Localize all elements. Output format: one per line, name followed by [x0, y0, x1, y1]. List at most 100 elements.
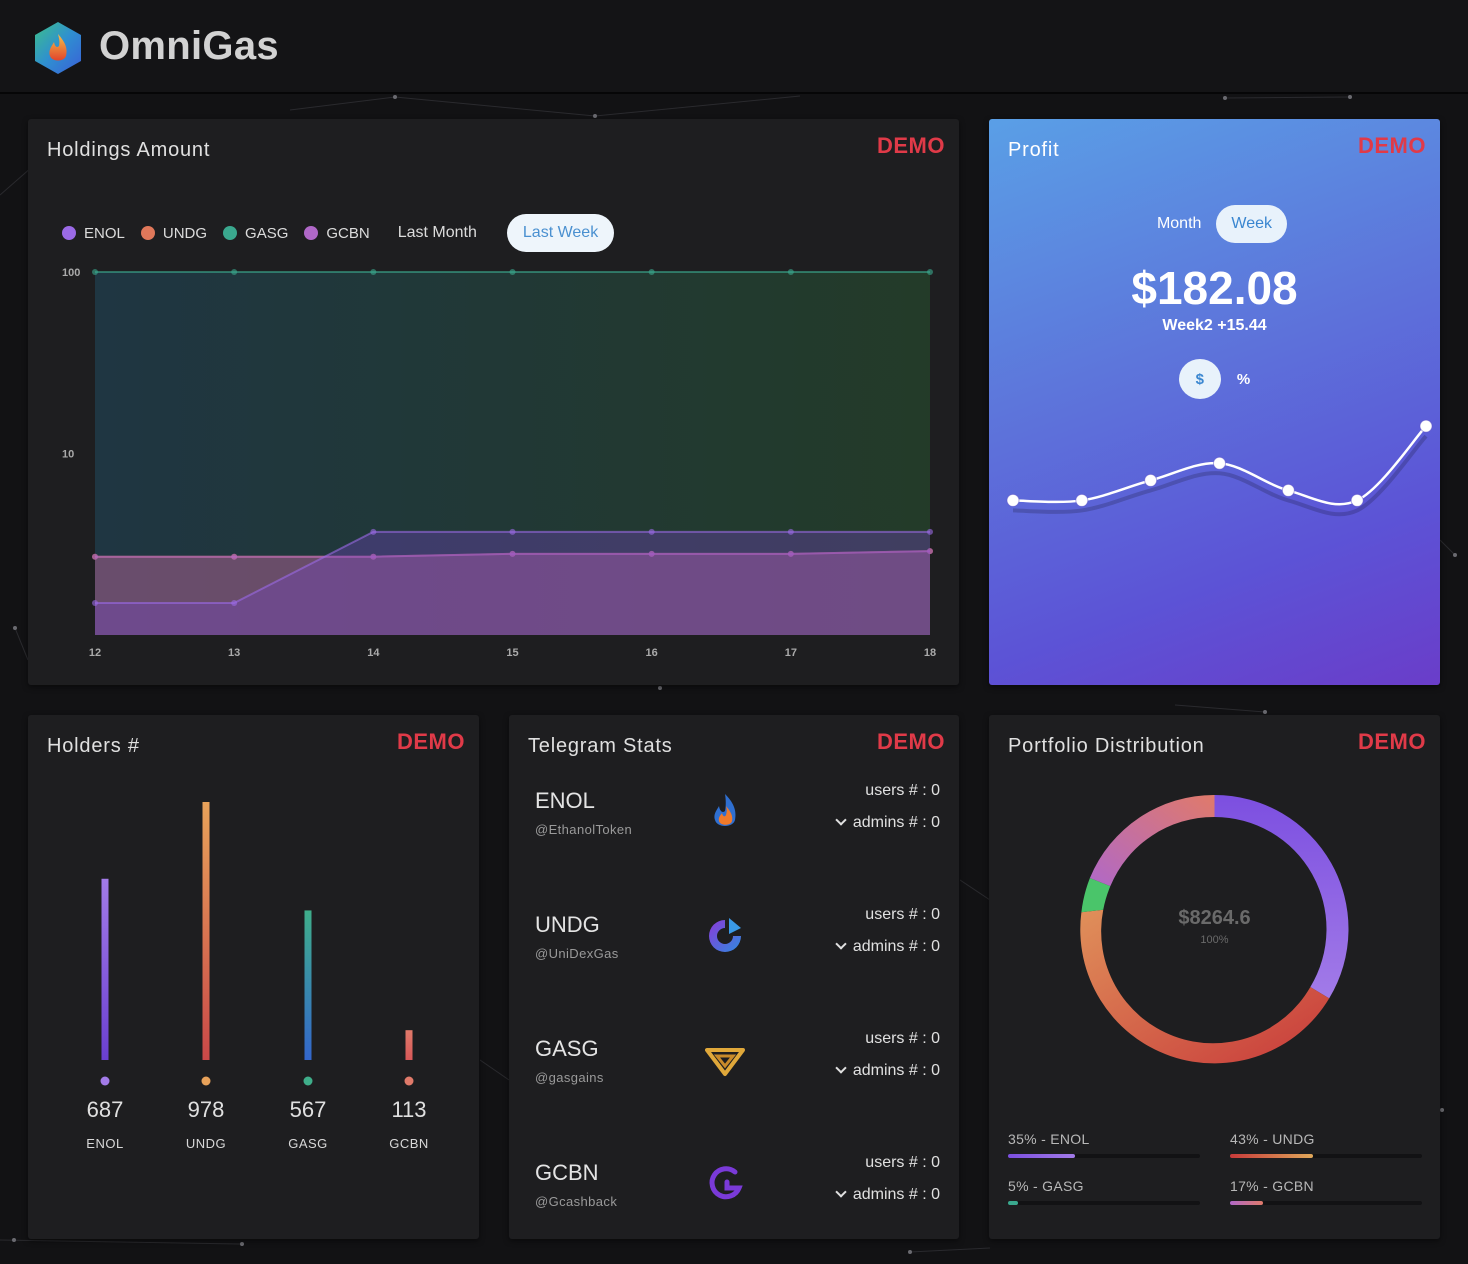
flame-icon [714, 794, 736, 826]
portfolio-title: Portfolio Distribution [1008, 735, 1205, 757]
telegram-row-gasg: GASG @gasgains users # : 0 admins # : 0 [509, 1030, 959, 1116]
dist-bar-fill [1230, 1154, 1313, 1158]
holders-dot-gcbn [404, 1076, 414, 1086]
admins-toggle[interactable]: admins # : 0 [835, 1186, 940, 1204]
legend-dot [304, 226, 319, 240]
point-gcbn[interactable] [927, 548, 933, 555]
point-gasg[interactable] [648, 269, 655, 275]
profit-chart [1006, 419, 1433, 517]
point-enol[interactable] [648, 528, 655, 535]
x-tick-label: 13 [228, 647, 240, 659]
holdings-card: 100 10 12 13 14 15 16 17 18 Holdings Amount DEMO… [28, 119, 959, 685]
token-name: UNDG [535, 912, 600, 937]
profit-point[interactable] [1006, 493, 1020, 507]
point-gcbn[interactable] [370, 553, 377, 560]
gasg-logo-icon [705, 1048, 745, 1076]
holders-label-undg: UNDG [185, 1136, 227, 1151]
profit-point[interactable] [1075, 493, 1089, 507]
telegram-handle[interactable]: @UniDexGas [535, 946, 619, 961]
week-button[interactable]: Week [1216, 205, 1288, 243]
demo-badge: DEMO [397, 729, 465, 754]
telegram-handle[interactable]: @gasgains [535, 1070, 604, 1085]
donut-segment-gasg[interactable] [1081, 878, 1111, 913]
legend-label: GCBN [326, 224, 370, 242]
holders-label-enol: ENOL [86, 1136, 124, 1151]
point-gasg[interactable] [509, 269, 516, 275]
chevron-down-icon [835, 1186, 847, 1198]
point-enol[interactable] [92, 600, 98, 607]
profit-point[interactable] [1419, 419, 1433, 433]
legend-dot [62, 226, 76, 240]
telegram-row-enol: ENOL @EthanolToken users # : 0 admins # … [509, 782, 959, 868]
point-gasg[interactable] [92, 269, 98, 275]
holders-dot-undg [201, 1076, 211, 1086]
holdings-title: Holdings Amount [47, 139, 211, 161]
legend-label: GASG [245, 224, 289, 242]
legend-item-gasg[interactable]: GASG [223, 225, 288, 242]
dist-bar-fill [1008, 1201, 1018, 1205]
donut-segment-undg[interactable] [1080, 909, 1330, 1064]
dist-bar-fill [1230, 1201, 1263, 1205]
last-week-button[interactable]: Last Week [506, 214, 615, 252]
point-gcbn[interactable] [92, 553, 98, 560]
admins-toggle[interactable]: admins # : 0 [835, 1062, 940, 1080]
chevron-down-icon [835, 938, 847, 950]
donut-segment-gcbn[interactable] [1089, 794, 1215, 887]
gcbn-logo-icon [709, 1166, 743, 1200]
admins-toggle[interactable]: admins # : 0 [835, 814, 940, 832]
demo-badge: DEMO [877, 729, 945, 754]
profit-point[interactable] [1350, 493, 1364, 507]
donut-segment-enol[interactable] [1214, 795, 1349, 999]
portfolio-total-pct: 100% [1200, 934, 1229, 946]
dist-bar [1008, 1154, 1200, 1158]
point-gcbn[interactable] [787, 550, 794, 557]
dist-label: 35% - ENOL [1008, 1131, 1090, 1147]
telegram-handle[interactable]: @EthanolToken [535, 822, 633, 837]
point-gasg[interactable] [370, 269, 377, 275]
percent-button[interactable]: % [1236, 370, 1251, 388]
holders-bar-gasg[interactable] [304, 910, 312, 1060]
profit-point[interactable] [1144, 473, 1158, 487]
point-gasg[interactable] [231, 269, 238, 275]
point-enol[interactable] [231, 600, 238, 607]
profit-point[interactable] [1213, 456, 1226, 470]
point-enol[interactable] [927, 528, 933, 535]
admins-count: admins # : 0 [852, 814, 940, 831]
legend-dot [223, 226, 238, 240]
dollar-button[interactable]: $ [1178, 359, 1221, 399]
point-enol[interactable] [509, 528, 516, 535]
point-enol[interactable] [787, 528, 794, 535]
telegram-stats-card: Telegram Stats DEMO ENOL @EthanolToken u… [509, 715, 959, 1239]
legend-item-enol[interactable]: ENOL [62, 225, 125, 242]
profit-point[interactable] [1281, 483, 1295, 497]
telegram-handle[interactable]: @Gcashback [535, 1194, 618, 1209]
point-gcbn[interactable] [231, 553, 238, 560]
legend-label: ENOL [84, 224, 125, 242]
flame-hexagon-icon[interactable] [32, 20, 84, 76]
holders-bar-undg[interactable] [202, 802, 210, 1060]
token-name: ENOL [535, 788, 595, 813]
demo-badge: DEMO [1358, 133, 1426, 158]
undg-logo-icon [709, 918, 741, 952]
holders-dot-enol [100, 1076, 110, 1086]
area-gasg [95, 272, 930, 635]
brand-name[interactable]: OmniGas [99, 24, 279, 68]
last-month-button[interactable]: Last Month [397, 224, 477, 241]
point-gcbn[interactable] [648, 550, 655, 557]
legend-item-undg[interactable]: UNDG [140, 225, 207, 242]
legend-item-gcbn[interactable]: GCBN [304, 224, 370, 242]
admins-toggle[interactable]: admins # : 0 [835, 938, 940, 956]
holders-bar-enol[interactable] [101, 878, 109, 1060]
x-tick-label: 16 [646, 647, 658, 659]
profit-period-toggle: Month Week [989, 205, 1440, 243]
point-gcbn[interactable] [509, 550, 516, 557]
holders-bar-gcbn[interactable] [405, 1030, 413, 1060]
token-name: GCBN [535, 1160, 599, 1185]
portfolio-total: $8264.6 [1178, 907, 1251, 929]
month-button[interactable]: Month [1156, 215, 1202, 232]
holders-value-enol: 687 [86, 1097, 124, 1122]
point-gasg[interactable] [927, 269, 933, 275]
point-gasg[interactable] [787, 269, 794, 275]
profit-change: Week2 +15.44 [1162, 317, 1267, 334]
point-enol[interactable] [370, 528, 377, 535]
